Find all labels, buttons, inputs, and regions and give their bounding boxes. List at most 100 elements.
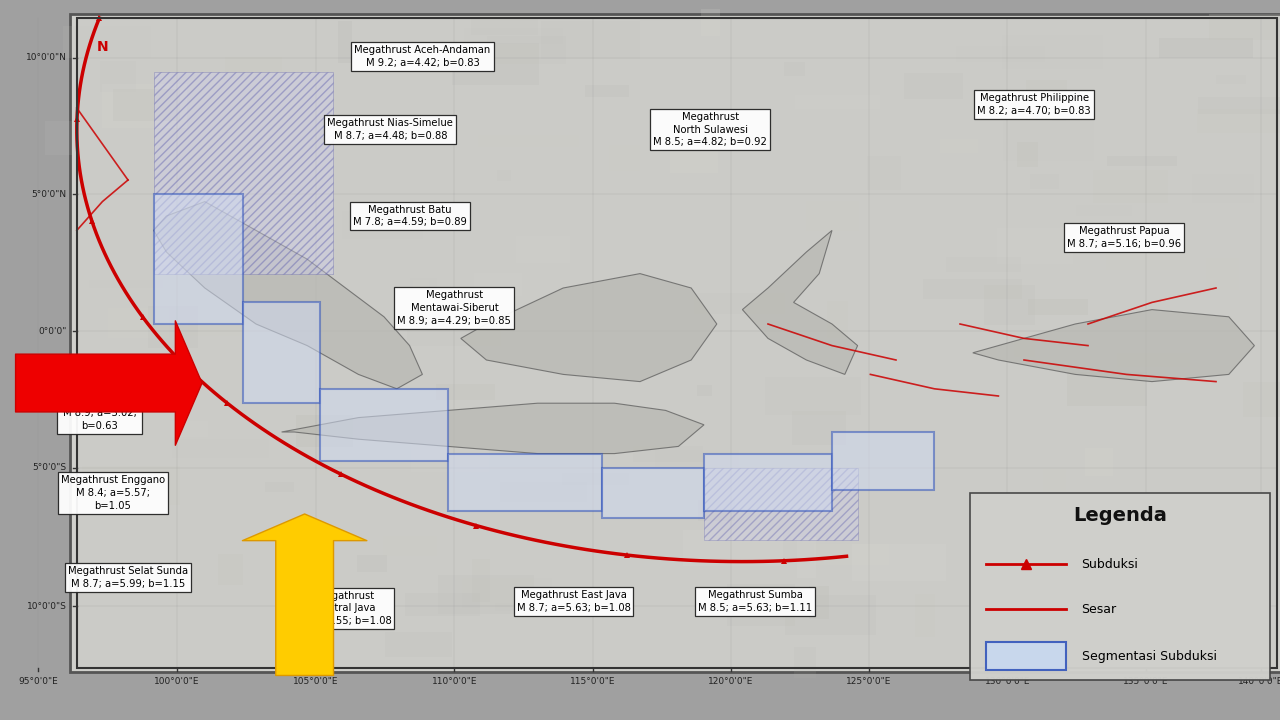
Bar <box>225 58 282 74</box>
Text: Subduksi: Subduksi <box>1082 558 1138 571</box>
Text: 140°0'0"E: 140°0'0"E <box>1238 677 1280 685</box>
Text: 10°0'0"N: 10°0'0"N <box>26 53 67 62</box>
Bar <box>654 450 739 467</box>
Bar <box>698 500 735 521</box>
Bar <box>448 454 602 511</box>
Bar <box>292 194 330 202</box>
Text: 110°0'0"E: 110°0'0"E <box>431 677 477 685</box>
Bar <box>956 46 1044 62</box>
Bar <box>148 306 198 348</box>
Text: 135°0'0"E: 135°0'0"E <box>1123 677 1169 685</box>
Bar <box>1106 246 1190 271</box>
Bar <box>82 466 180 505</box>
Bar <box>1117 354 1190 366</box>
Bar <box>319 436 343 475</box>
Bar <box>700 211 772 226</box>
Bar <box>1004 122 1094 161</box>
Text: Megathrust Selat Sunda
M 8.7; a=5.99; b=1.15: Megathrust Selat Sunda M 8.7; a=5.99; b=… <box>68 566 188 589</box>
Text: Megathrust Papua
M 8.7; a=5.16; b=0.96: Megathrust Papua M 8.7; a=5.16; b=0.96 <box>1066 226 1181 249</box>
Bar <box>1107 156 1178 166</box>
Bar <box>700 9 721 36</box>
Bar <box>474 273 522 296</box>
Text: Megathrust Aceh-Andaman
M 9.2; a=4.42; b=0.83: Megathrust Aceh-Andaman M 9.2; a=4.42; b… <box>355 45 490 68</box>
Bar <box>1030 174 1060 189</box>
Text: N: N <box>96 40 109 54</box>
Bar <box>634 446 703 462</box>
Bar <box>154 72 333 274</box>
Text: 5°0'0"N: 5°0'0"N <box>32 190 67 199</box>
Bar <box>172 421 207 437</box>
Bar <box>1210 14 1280 40</box>
Text: 120°0'0"E: 120°0'0"E <box>708 677 754 685</box>
Bar <box>809 586 829 618</box>
Bar <box>684 531 783 565</box>
Bar <box>472 559 490 602</box>
Bar <box>495 603 561 611</box>
Bar <box>479 135 580 148</box>
Bar <box>439 575 534 613</box>
Bar <box>452 43 539 85</box>
Bar <box>1143 588 1184 629</box>
Text: 125°0'0"E: 125°0'0"E <box>846 677 892 685</box>
Bar <box>585 85 628 96</box>
Bar <box>180 215 200 233</box>
Bar <box>814 544 888 565</box>
Text: Megathrust
Mentawai-Pagai
M 8.9; a=3.02;
b=0.63: Megathrust Mentawai-Pagai M 8.9; a=3.02;… <box>60 382 140 431</box>
Bar <box>1161 297 1225 315</box>
Bar <box>827 301 847 338</box>
Text: Megathrust
Central Java
M a=5.55; b=1.08: Megathrust Central Java M a=5.55; b=1.08 <box>300 590 392 626</box>
Bar <box>904 73 963 99</box>
Bar <box>1206 258 1239 289</box>
Bar <box>794 647 815 678</box>
Text: 130°0'0"E: 130°0'0"E <box>984 677 1030 685</box>
Bar <box>785 595 877 635</box>
Bar <box>1014 330 1034 357</box>
Bar <box>463 28 563 45</box>
Polygon shape <box>742 230 858 374</box>
Bar <box>342 211 422 239</box>
Bar <box>1076 205 1132 216</box>
Text: Megathrust
Mentawai-Siberut
M 8.9; a=4.29; b=0.85: Megathrust Mentawai-Siberut M 8.9; a=4.2… <box>398 290 511 326</box>
Bar <box>1216 75 1245 84</box>
Bar <box>82 358 100 369</box>
Bar <box>694 292 785 315</box>
Bar <box>946 258 1021 272</box>
Bar <box>1068 372 1147 406</box>
Bar <box>997 228 1073 264</box>
Bar <box>562 473 630 485</box>
Polygon shape <box>154 202 422 389</box>
Bar <box>1137 247 1179 266</box>
Text: Megathrust Nias-Simelue
M 8.7; a=4.48; b=0.88: Megathrust Nias-Simelue M 8.7; a=4.48; b… <box>328 118 453 141</box>
Bar <box>357 555 387 572</box>
Bar <box>385 631 453 657</box>
Bar <box>172 439 269 458</box>
Bar <box>462 578 552 608</box>
Bar <box>727 583 795 626</box>
Bar <box>410 278 436 302</box>
Bar <box>832 432 934 490</box>
Bar <box>765 377 861 415</box>
Text: Megathrust Philippine
M 8.2; a=4.70; b=0.83: Megathrust Philippine M 8.2; a=4.70; b=0… <box>978 93 1091 116</box>
Bar <box>986 642 1066 670</box>
Bar <box>696 384 712 396</box>
Bar <box>183 214 243 249</box>
Bar <box>383 536 436 556</box>
Bar <box>498 242 556 280</box>
Bar <box>265 482 294 492</box>
Bar <box>471 19 538 35</box>
Bar <box>500 482 588 502</box>
Bar <box>406 593 480 616</box>
Bar <box>669 144 718 174</box>
Bar <box>984 285 1036 325</box>
Bar <box>1093 171 1167 203</box>
Bar <box>234 489 296 522</box>
Bar <box>1198 97 1280 114</box>
Bar <box>431 164 503 202</box>
Polygon shape <box>973 310 1254 382</box>
Text: Legenda: Legenda <box>1073 506 1167 525</box>
Bar <box>914 594 934 636</box>
Bar <box>296 415 353 447</box>
Text: 10°0'0"S: 10°0'0"S <box>27 602 67 611</box>
Bar <box>109 307 169 338</box>
Bar <box>1158 37 1253 58</box>
